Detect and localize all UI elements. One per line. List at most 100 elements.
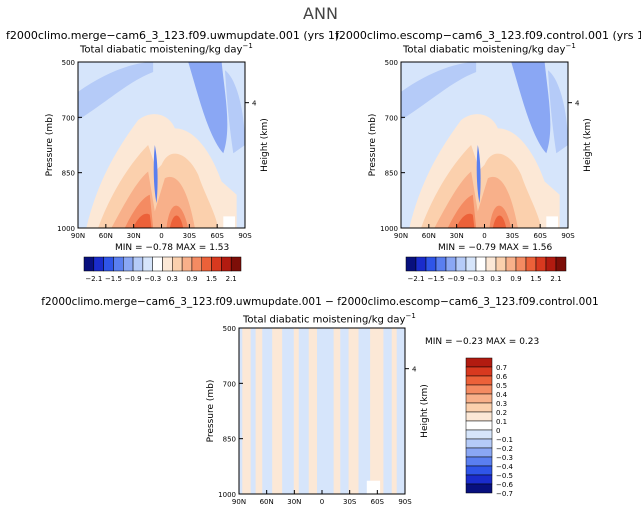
diff-pos-band-6 — [348, 328, 359, 494]
panel2-colorbar-swatch — [415, 256, 427, 272]
panel1-xtick-label: 60S — [210, 232, 224, 240]
panel1-ytick-label: 850 — [62, 170, 75, 178]
panel3-colorbar-label: 0.6 — [496, 373, 508, 381]
panel2-subtitle: Total diabatic moistening/kg day−1 — [403, 43, 576, 55]
panel1-subtitle-text: Total diabatic moistening/kg day — [80, 44, 243, 56]
panel2-colorbar-swatch — [495, 256, 507, 272]
panel2-colorbar-label: −0.9 — [448, 275, 465, 283]
panel3-ytick-label: 700 — [223, 380, 236, 388]
diff-missing-patch — [366, 480, 381, 494]
panel3-colorbar-label: 0 — [496, 427, 500, 435]
field-neg-contour-c — [224, 70, 245, 154]
panel1-colorbar-swatch — [103, 256, 114, 272]
panel3-ytick-label: 850 — [223, 436, 236, 444]
panel2-colorbar-swatch — [545, 256, 557, 272]
panel1-y2tick-label: 4 — [252, 100, 257, 108]
panel3-colorbar-swatch — [465, 402, 493, 413]
panel3-ytick-label: 1000 — [218, 491, 236, 499]
panel2-xtick-label: 90N — [394, 232, 408, 240]
panel3-xtick-label: 60S — [371, 498, 385, 506]
panel3-colorbar-swatch — [465, 465, 493, 476]
panel3-xtick-label: 60N — [260, 498, 274, 506]
panel1-stats: MIN = −0.78 MAX = 1.53 — [115, 243, 230, 253]
panel1-colorbar-swatch — [142, 256, 153, 272]
panel2-subtitle-sup: −1 — [565, 42, 576, 50]
panel3-colorbar-swatch — [465, 411, 493, 422]
panel2-ytick-label: 850 — [385, 170, 398, 178]
panel2-colorbar-label: −1.5 — [428, 275, 445, 283]
panel2-colorbar-swatch — [535, 256, 547, 272]
panel1-colorbar-label: 0.9 — [186, 275, 197, 283]
panel3-colorbar-label: −0.6 — [496, 481, 514, 489]
panel2-colorbar-label: −2.1 — [408, 275, 425, 283]
panel1-colorbar-swatch — [93, 256, 104, 272]
panel3-colorbar-swatch — [465, 420, 493, 431]
panel3-colorbar-swatch — [465, 375, 493, 386]
panel2-colorbar-swatch — [555, 256, 567, 272]
panel3-ytick-label: 500 — [223, 325, 236, 333]
panel2-xtick-label: 90S — [561, 232, 575, 240]
panel1-field — [78, 62, 245, 228]
panel3-stats: MIN = −0.23 MAX = 0.23 — [425, 337, 540, 347]
panel3-colorbar-swatch — [465, 438, 493, 449]
panel2-y2label: Height (km) — [583, 118, 593, 172]
panel1-ylabel: Pressure (mb) — [45, 114, 55, 177]
diff-pos-band-4 — [308, 328, 318, 494]
panel2-colorbar-swatch — [505, 256, 517, 272]
panel3-colorbar-swatch — [465, 483, 493, 494]
diff-pos-band-2 — [272, 328, 283, 494]
panel3-colorbar-label: −0.7 — [496, 490, 513, 498]
panel1-ytick-label: 500 — [62, 59, 75, 67]
panel2-xtick-label: 30S — [506, 232, 520, 240]
panel3-colorbar-swatch — [465, 474, 493, 485]
panel1-colorbar-swatch — [181, 256, 193, 272]
panel3-xtick-label: 30S — [343, 498, 357, 506]
panel3-xtick-label: 0 — [320, 498, 324, 506]
panel1-colorbar-swatch — [211, 256, 222, 272]
field-neg-contour-c — [547, 70, 568, 154]
panel3-colorbar-label: −0.3 — [496, 454, 513, 462]
panel3-colorbar-label: −0.2 — [496, 445, 513, 453]
diff-pos-band-8 — [391, 328, 397, 494]
panel3-colorbar-label: 0.7 — [496, 364, 507, 372]
panel1-colorbar-label: 2.1 — [226, 275, 237, 283]
field-neg-core — [153, 145, 158, 204]
panel3-colorbar-label: 0.1 — [496, 418, 507, 426]
field-missing-patch — [546, 216, 558, 228]
field-pos-contour-5 — [133, 213, 184, 228]
field-neg-contour-a — [78, 62, 154, 121]
field-neg-core — [476, 145, 481, 204]
panel3-run-title: f2000climo.merge−cam6_3_123.f09.uwmupdat… — [41, 296, 599, 308]
field-missing-patch — [223, 216, 235, 228]
panel3-colorbar-swatch — [465, 429, 493, 440]
panel1-colorbar-swatch — [230, 256, 242, 272]
panel2-subtitle-text: Total diabatic moistening/kg day — [403, 44, 566, 56]
panel1-xtick-label: 0 — [159, 232, 163, 240]
panel2-colorbar-swatch — [445, 256, 457, 272]
panel2-colorbar-swatch — [425, 256, 437, 272]
panel3-colorbar-swatch — [465, 384, 493, 395]
panel3-xtick-label: 90N — [232, 498, 246, 506]
panel1-colorbar-swatch — [113, 256, 124, 272]
panel2-xtick-label: 0 — [482, 232, 486, 240]
panel3-colorbar-label: 0.4 — [496, 391, 508, 399]
panel1-run-title: f2000climo.merge−cam6_3_123.f09.uwmupdat… — [6, 29, 340, 42]
panel1-subtitle: Total diabatic moistening/kg day−1 — [80, 43, 253, 55]
panel1-ytick-label: 700 — [62, 114, 75, 122]
panel3-subtitle-sup: −1 — [405, 312, 416, 320]
panel1-colorbar-label: −2.1 — [85, 275, 102, 283]
panel3-colorbar-swatch — [465, 456, 493, 467]
panel3-ylabel: Pressure (mb) — [206, 380, 216, 443]
panel3-colorbar-label: −0.5 — [496, 472, 513, 480]
panel2-ytick-label: 500 — [385, 59, 398, 67]
panel2-colorbar-swatch — [455, 256, 467, 272]
panel1-colorbar-swatch — [201, 256, 212, 272]
panel1-xtick-label: 30S — [183, 232, 197, 240]
panel3-y2tick-label: 4 — [412, 366, 417, 374]
diff-pos-band-5 — [333, 328, 341, 494]
panel2-run-title: f2000climo.escomp−cam6_3_123.f09.control… — [335, 29, 641, 42]
panel3-colorbar-swatch — [465, 366, 493, 377]
panel3-colorbar-swatch — [465, 357, 493, 368]
panel1-colorbar-label: −0.3 — [144, 275, 161, 283]
